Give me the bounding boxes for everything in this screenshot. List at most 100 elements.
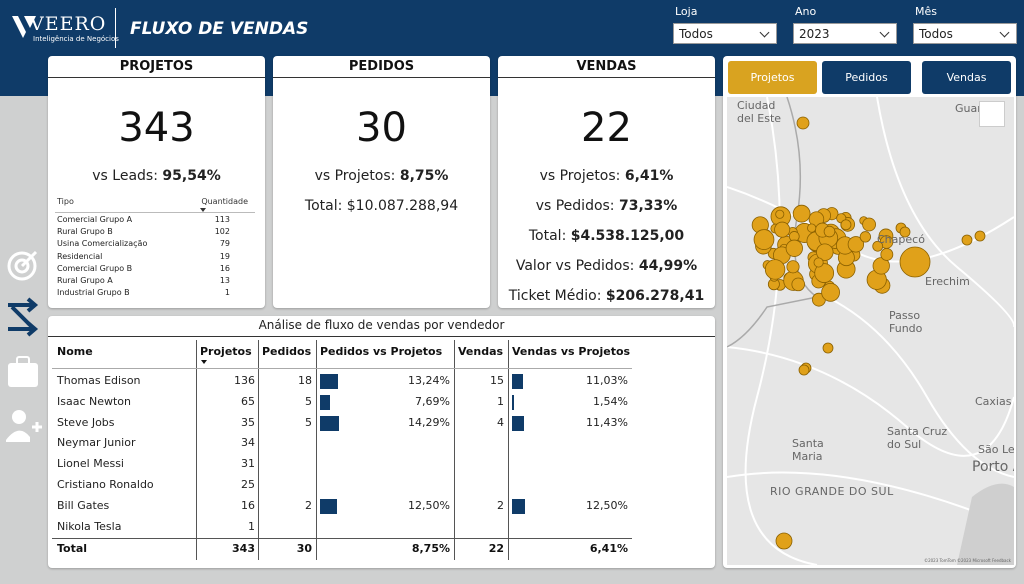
breakdown-cell: Rural Grupo A xyxy=(57,276,113,285)
metric-value: 95,54% xyxy=(162,168,221,184)
logo-sub: Inteligência de Negócios xyxy=(33,35,119,43)
table-cell: Neymar Junior xyxy=(57,436,136,450)
breakdown-cell: 1 xyxy=(224,288,230,298)
column-divider xyxy=(454,340,455,560)
map-point xyxy=(753,229,775,250)
map-point xyxy=(816,243,834,261)
map-point xyxy=(807,223,817,233)
table-cell: Isaac Newton xyxy=(57,394,132,408)
metric-label: vs Pedidos: xyxy=(535,198,615,214)
breakdown-cell: Usina Comercialização xyxy=(57,239,148,249)
metric-label: vs Projetos: xyxy=(314,168,396,184)
table-cell: 65 xyxy=(241,394,255,408)
filter-dropdown[interactable]: 2023 xyxy=(793,23,897,44)
map-point xyxy=(880,248,894,261)
map-point xyxy=(899,226,911,238)
map-label: Caxias d xyxy=(975,395,1014,408)
sort-arrow xyxy=(201,360,207,364)
total-cell: 8,75% xyxy=(411,542,450,555)
metric-label: Ticket Médio: xyxy=(508,288,602,304)
map-label: Guar xyxy=(955,102,982,115)
card-metric: vs Projetos: 6,41% xyxy=(498,168,715,184)
map-point xyxy=(822,342,834,354)
data-bar xyxy=(320,498,337,514)
total-cell: 343 xyxy=(232,542,255,555)
map-point xyxy=(961,234,973,246)
column-divider xyxy=(316,340,317,560)
data-bar xyxy=(320,374,338,389)
map-tab[interactable]: Pedidos xyxy=(822,61,911,94)
table-cell: Thomas Edison xyxy=(57,374,141,387)
map-label: Porto A xyxy=(972,459,1014,475)
metric-label: Total: xyxy=(528,228,567,244)
card-rule xyxy=(48,77,265,78)
table-cell: 11,03% xyxy=(586,374,628,387)
map-point xyxy=(814,263,835,283)
data-bar xyxy=(512,394,514,410)
map-tab[interactable]: Vendas xyxy=(922,61,1011,94)
card-title: PEDIDOS xyxy=(348,59,415,74)
card xyxy=(48,316,715,568)
card-value: 343 xyxy=(118,105,195,151)
breakdown-cell: Residencial xyxy=(57,251,103,261)
table-cell: Cristiano Ronaldo xyxy=(57,478,154,491)
map-tab[interactable]: Projetos xyxy=(728,61,817,94)
filter-dropdown[interactable]: Todos xyxy=(913,23,1017,44)
map-point xyxy=(785,239,803,257)
table-cell: 4 xyxy=(497,415,504,429)
table-cell: 15 xyxy=(490,374,504,387)
road xyxy=(744,97,818,565)
road xyxy=(876,97,1014,327)
table-rule xyxy=(48,336,715,337)
card-title: PROJETOS xyxy=(119,59,194,74)
column-header: Pedidos vs Projetos xyxy=(320,345,443,358)
map-point xyxy=(786,260,800,274)
map-label: Santa Maria xyxy=(792,437,824,463)
filter-dropdown[interactable]: Todos xyxy=(673,23,777,44)
table-cell: 12,50% xyxy=(408,498,450,512)
table-cell: 11,43% xyxy=(586,415,628,429)
map-layer xyxy=(727,97,1014,565)
card-rule xyxy=(498,77,715,78)
metric-label: Total: xyxy=(304,198,343,214)
map-point xyxy=(847,236,865,253)
metric-value: $4.538.125,00 xyxy=(570,228,685,244)
data-bar xyxy=(512,374,524,389)
road xyxy=(727,346,1014,457)
map-point xyxy=(813,257,824,268)
map-select-button[interactable] xyxy=(979,101,1005,127)
map-point xyxy=(764,259,786,280)
breakdown-rule xyxy=(55,212,255,213)
table-cell: 1,54% xyxy=(593,394,628,408)
breakdown-cell: 79 xyxy=(219,239,230,249)
table-cell: 5 xyxy=(305,394,312,408)
column-header: Projetos xyxy=(200,345,252,358)
map-point xyxy=(798,364,810,376)
card-value: 22 xyxy=(581,105,632,151)
breakdown-cell: Rural Grupo B xyxy=(57,227,113,237)
map-point xyxy=(774,221,791,238)
breakdown-cell: 113 xyxy=(214,215,230,224)
map-point xyxy=(791,277,806,292)
map-point xyxy=(796,116,810,130)
map: Ciudad del Este Guar Chapecó Erechim Passo F… xyxy=(727,97,1014,565)
table-cell: 35 xyxy=(241,415,255,429)
total-cell: 30 xyxy=(296,542,312,555)
breakdown-cell: 102 xyxy=(214,227,230,237)
map-point xyxy=(792,204,811,223)
card-value: 30 xyxy=(356,105,407,151)
column-header: Vendas xyxy=(458,345,504,358)
map-label: Ciudad del Este xyxy=(737,99,782,125)
breakdown-cell: 13 xyxy=(219,276,230,285)
map-attribution: ©2023 TomTom ©2023 Microsoft Feedback xyxy=(924,558,1011,563)
map-label: Passo Fundo xyxy=(889,309,923,335)
table-cell: 13,24% xyxy=(408,374,450,387)
table-cell: 2 xyxy=(305,498,312,512)
filter-label: Ano xyxy=(795,5,817,18)
data-bar xyxy=(512,415,524,431)
total-cell: 6,41% xyxy=(589,542,628,555)
breakdown-header: Quantidade xyxy=(201,197,248,206)
table-cell: 5 xyxy=(305,415,312,429)
card-metric: Total: $4.538.125,00 xyxy=(498,228,715,244)
